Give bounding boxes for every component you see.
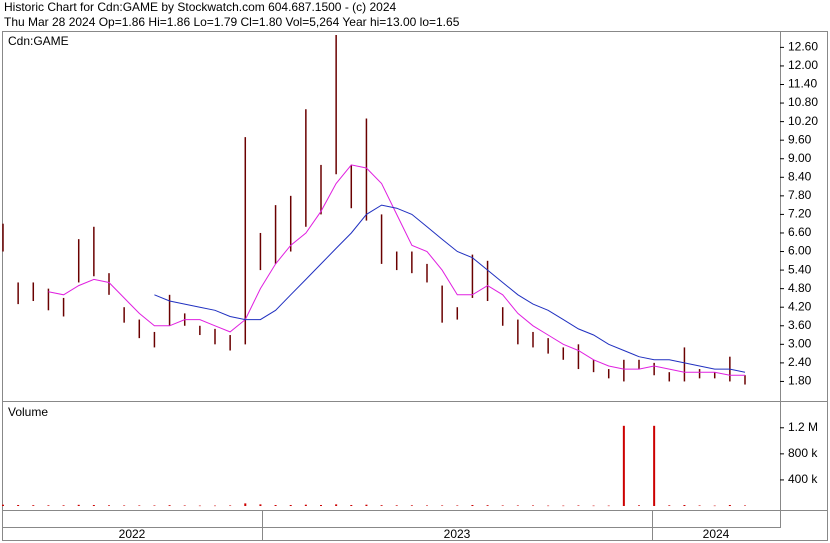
volume-bar	[183, 505, 186, 506]
volume-bar	[274, 505, 277, 506]
y-tick-label: 9.60	[788, 132, 812, 146]
volume-bar	[365, 504, 368, 506]
moving-average-line	[154, 204, 746, 373]
volume-bar	[153, 505, 156, 506]
volume-bar	[592, 505, 595, 507]
moving-average-line	[48, 164, 745, 376]
volume-bar	[501, 505, 504, 506]
volume-bar	[380, 505, 383, 506]
volume-bar	[577, 505, 580, 506]
y-tick-label: 2.40	[788, 355, 812, 369]
volume-bar	[77, 504, 80, 506]
y-tick-label: 12.60	[788, 40, 818, 54]
volume-bar	[486, 505, 489, 506]
y-tick-label: 11.40	[788, 77, 817, 91]
volume-bar	[471, 505, 474, 506]
volume-bar	[214, 505, 216, 507]
volume-bar	[698, 505, 701, 506]
header-line2: Thu Mar 28 2024 Op=1.86 Hi=1.86 Lo=1.79 …	[4, 15, 460, 29]
y-tick-label: 4.20	[788, 299, 812, 313]
volume-bar	[410, 505, 413, 506]
volume-bar	[607, 505, 610, 507]
volume-bar	[17, 505, 20, 506]
y-tick-label: 7.20	[788, 207, 812, 221]
volume-bar	[2, 504, 4, 506]
volume-bar	[532, 505, 534, 506]
year-label: 2022	[119, 527, 146, 541]
volume-bar	[350, 505, 353, 506]
volume-bar	[32, 505, 35, 506]
volume-bar	[320, 505, 322, 506]
volume-bar	[426, 505, 428, 506]
y-tick-label: 400 k	[788, 472, 818, 486]
volume-bar	[653, 425, 656, 506]
y-tick-label: 3.60	[788, 318, 812, 332]
volume-bar	[47, 505, 50, 506]
volume-bar	[728, 505, 731, 506]
y-tick-label: 1.80	[788, 374, 812, 388]
volume-panel-label: Volume	[8, 405, 48, 419]
volume-bar	[244, 503, 247, 506]
header-line1: Historic Chart for Cdn:GAME by Stockwatc…	[4, 0, 396, 14]
volume-bar	[123, 505, 126, 506]
volume-bar	[138, 505, 141, 506]
volume-bar	[92, 505, 95, 506]
y-tick-label: 9.00	[788, 151, 812, 165]
y-tick-label: 3.00	[788, 336, 812, 350]
frame	[2, 31, 828, 541]
volume-bar	[683, 505, 686, 506]
y-tick-label: 10.80	[788, 95, 818, 109]
volume-bar	[562, 505, 565, 507]
volume-bar	[547, 505, 550, 507]
volume-bar	[62, 505, 65, 506]
year-label: 2023	[444, 527, 471, 541]
y-tick-label: 10.20	[788, 114, 818, 128]
volume-bar	[441, 505, 444, 506]
volume-bar	[456, 505, 459, 506]
y-tick-label: 6.60	[788, 225, 812, 239]
y-tick-label: 4.80	[788, 281, 812, 295]
y-tick-label: 8.40	[788, 169, 812, 183]
y-tick-label: 7.80	[788, 188, 812, 202]
volume-bar	[304, 504, 307, 506]
volume-bar	[108, 505, 110, 506]
volume-bar	[289, 505, 292, 506]
year-label: 2024	[703, 527, 730, 541]
y-tick-label: 1.2 M	[788, 420, 818, 434]
volume-bar	[516, 505, 519, 506]
y-tick-label: 6.00	[788, 244, 812, 258]
volume-bar	[713, 505, 716, 507]
volume-bar	[395, 505, 398, 506]
y-tick-label: 800 k	[788, 446, 818, 460]
volume-bar	[638, 505, 640, 506]
volume-bar	[668, 505, 671, 506]
y-tick-label: 5.40	[788, 262, 812, 276]
y-tick-label: 12.00	[788, 58, 818, 72]
volume-bar	[198, 505, 201, 507]
volume-bar	[259, 504, 262, 506]
volume-bar	[168, 505, 171, 506]
price-panel-label: Cdn:GAME	[8, 34, 69, 48]
volume-bar	[622, 425, 625, 506]
volume-bar	[335, 504, 338, 506]
volume-bar	[744, 505, 746, 506]
volume-bar	[229, 505, 232, 506]
